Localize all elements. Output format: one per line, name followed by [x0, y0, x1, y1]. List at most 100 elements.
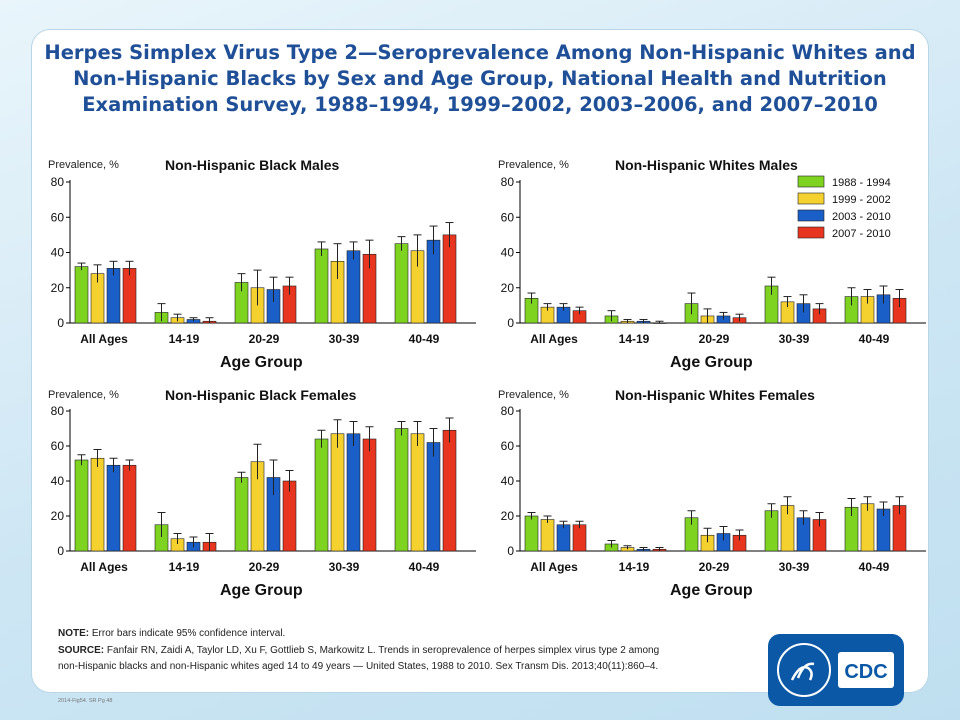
y-tick-label: 80 [51, 175, 65, 189]
y-tick-label: 60 [501, 210, 515, 224]
x-tick-label: 20-29 [249, 332, 280, 346]
y-tick-label: 0 [57, 316, 64, 330]
y-tick-label: 80 [501, 175, 515, 189]
legend-swatch [797, 226, 825, 239]
bar [572, 524, 587, 552]
legend-label: 2003 - 2010 [832, 211, 891, 223]
source-line-1: Fanfair RN, Zaidi A, Taylor LD, Xu F, Go… [106, 645, 660, 656]
cdc-logo: CDC [768, 634, 904, 706]
x-tick-label: 30-39 [779, 560, 810, 574]
bar [106, 464, 121, 552]
note-label: NOTE: [58, 628, 90, 639]
y-tick-label: 20 [501, 509, 515, 523]
panel-title: Non-Hispanic Whites Females [615, 387, 815, 403]
y-tick-label: 20 [51, 509, 65, 523]
x-tick-label: 14-19 [619, 332, 650, 346]
y-tick-label: 80 [51, 404, 65, 418]
bar [426, 442, 441, 552]
bar [314, 438, 329, 552]
x-tick-label: 30-39 [779, 332, 810, 346]
x-tick-label: 20-29 [249, 560, 280, 574]
x-axis-label: Age Group [670, 354, 753, 371]
note: NOTE: Error bars indicate 95% confidence… [58, 628, 758, 639]
x-axis-label: Age Group [220, 354, 303, 371]
y-axis-label: Prevalence, % [498, 159, 569, 171]
x-tick-label: 30-39 [329, 560, 360, 574]
x-tick-label: 14-19 [619, 560, 650, 574]
bar [652, 322, 667, 324]
cdc-logo-art: CDC [777, 643, 894, 697]
y-tick-label: 40 [501, 474, 515, 488]
bar [106, 268, 121, 324]
panel-title: Non-Hispanic Black Females [165, 387, 357, 403]
bar [330, 433, 345, 552]
bar [74, 459, 89, 552]
source: SOURCE: Fanfair RN, Zaidi A, Taylor LD, … [58, 643, 758, 675]
y-tick-label: 40 [501, 246, 515, 260]
x-axis-label: Age Group [670, 582, 753, 599]
x-tick-label: All Ages [530, 332, 578, 346]
x-tick-label: 30-39 [329, 332, 360, 346]
hhs-seal-icon [777, 643, 831, 697]
legend-swatch [797, 192, 825, 205]
x-tick-label: 40-49 [859, 560, 890, 574]
note-text: Error bars indicate 95% confidence inter… [91, 628, 286, 639]
source-line-2: non-Hispanic blacks and non-Hispanic whi… [58, 661, 659, 672]
cdc-logo-text: CDC [844, 661, 887, 683]
figure-id: 2014-Fig54. SR Pg 48 [58, 698, 113, 704]
slide-card [32, 30, 928, 692]
bar [860, 503, 875, 552]
bar [524, 515, 539, 552]
legend-swatch [797, 175, 825, 188]
hhs-eagle-icon [790, 662, 815, 681]
bar [442, 429, 457, 552]
x-tick-label: 14-19 [169, 560, 200, 574]
y-tick-label: 80 [501, 404, 515, 418]
y-axis-label: Prevalence, % [48, 159, 119, 171]
y-tick-label: 60 [51, 210, 65, 224]
panel-title: Non-Hispanic Whites Males [615, 157, 798, 173]
x-tick-label: 40-49 [859, 332, 890, 346]
x-tick-label: 20-29 [699, 332, 730, 346]
x-tick-label: All Ages [80, 332, 128, 346]
y-tick-label: 20 [501, 281, 515, 295]
x-tick-label: All Ages [80, 560, 128, 574]
panel-title: Non-Hispanic Black Males [165, 157, 339, 173]
y-tick-label: 20 [51, 281, 65, 295]
y-tick-label: 0 [57, 544, 64, 558]
legend-label: 1988 - 1994 [832, 177, 891, 189]
y-tick-label: 60 [51, 439, 65, 453]
bar [74, 266, 89, 324]
x-axis-label: Age Group [220, 582, 303, 599]
x-tick-label: 40-49 [409, 332, 440, 346]
source-label: SOURCE: [58, 645, 105, 656]
y-axis-label: Prevalence, % [498, 389, 569, 401]
bar [90, 457, 105, 552]
bar [346, 250, 361, 324]
y-tick-label: 0 [507, 316, 514, 330]
bar [346, 433, 361, 552]
bar [556, 524, 571, 552]
legend-label: 1999 - 2002 [832, 194, 891, 206]
x-tick-label: All Ages [530, 560, 578, 574]
y-tick-label: 60 [501, 439, 515, 453]
cdc-badge [838, 652, 894, 688]
y-tick-label: 40 [51, 474, 65, 488]
bar [362, 438, 377, 552]
x-tick-label: 40-49 [409, 560, 440, 574]
bar [314, 248, 329, 324]
x-tick-label: 14-19 [169, 332, 200, 346]
legend-swatch [797, 209, 825, 222]
bar [394, 428, 409, 552]
y-tick-label: 0 [507, 544, 514, 558]
legend-label: 2007 - 2010 [832, 228, 891, 240]
bar [122, 464, 137, 552]
bar [122, 268, 137, 324]
x-tick-label: 20-29 [699, 560, 730, 574]
y-tick-label: 40 [51, 246, 65, 260]
y-axis-label: Prevalence, % [48, 389, 119, 401]
bar [394, 243, 409, 324]
bar [410, 433, 425, 552]
bar [540, 519, 555, 552]
